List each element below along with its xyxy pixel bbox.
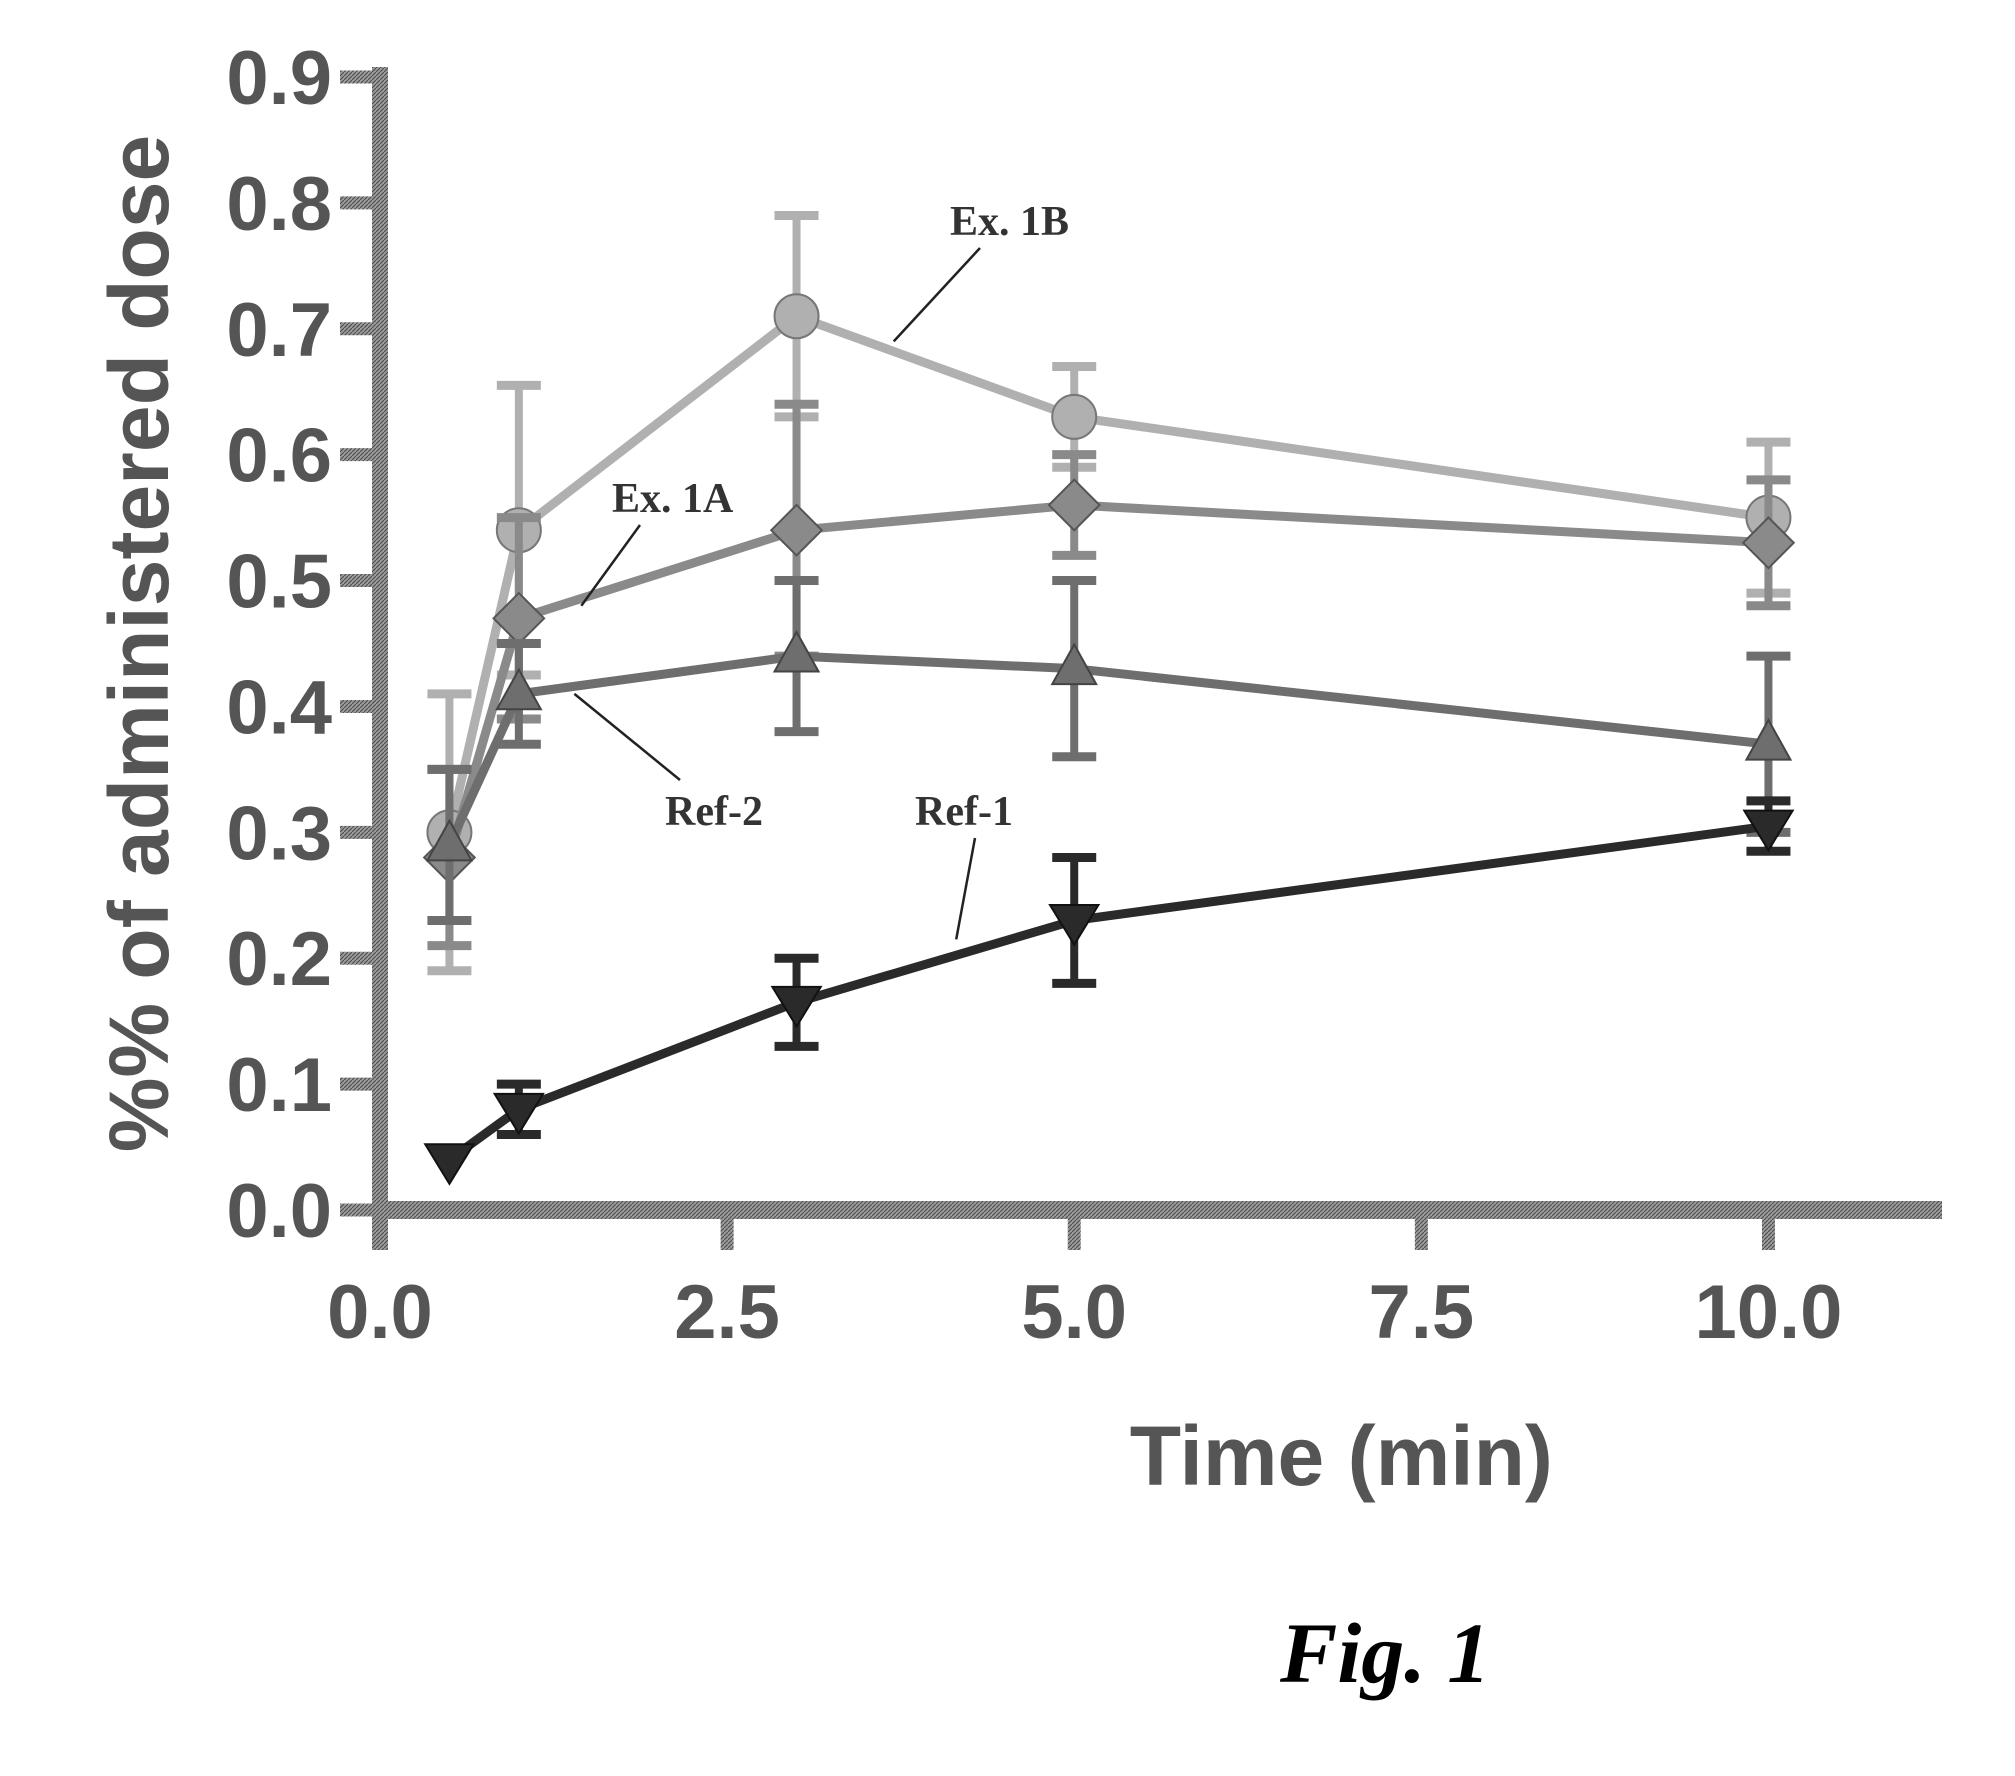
data-point <box>775 294 819 338</box>
series-label: Ex. 1A <box>612 476 734 522</box>
series-line <box>449 656 1768 845</box>
x-tick-label: 5.0 <box>1021 1270 1127 1355</box>
y-tick-label: 0.6 <box>226 414 332 499</box>
annotation-leader <box>956 838 975 939</box>
data-point <box>495 1094 543 1134</box>
y-tick-label: 0.5 <box>226 540 332 625</box>
data-point <box>425 1144 473 1184</box>
x-tick-label: 0.0 <box>327 1270 433 1355</box>
y-tick-label: 0.1 <box>226 1043 332 1128</box>
series-line <box>449 826 1768 1160</box>
y-tick-label: 0.9 <box>226 36 332 121</box>
annotation-leader <box>574 694 680 780</box>
data-point <box>1049 480 1100 531</box>
x-tick-label: 10.0 <box>1694 1270 1842 1355</box>
series-ref-1 <box>425 801 1792 1184</box>
line-chart: Ex. 1B Ex. 1A Ref-2 Ref-1 0.0 0.1 0.2 0.3 0.4 0.… <box>0 0 2015 1776</box>
y-tick-label: 0.0 <box>226 1169 332 1254</box>
y-axis-title: %% of administered dose <box>92 135 186 1153</box>
data-point <box>771 505 822 556</box>
y-tick-label: 0.2 <box>226 917 332 1002</box>
y-tick-label: 0.4 <box>226 665 332 750</box>
x-tick-label: 7.5 <box>1369 1270 1475 1355</box>
series-ex-1b <box>427 215 1790 970</box>
series-label: Ref-2 <box>665 789 763 835</box>
data-point <box>1052 395 1096 439</box>
y-tick-label: 0.7 <box>226 288 332 373</box>
series-label: Ex. 1B <box>950 199 1069 245</box>
series-label: Ref-1 <box>915 789 1013 835</box>
figure-caption: Fig. 1 <box>1279 1605 1490 1701</box>
series-ref-2 <box>427 581 1790 921</box>
x-axis-title: Time (min) <box>1130 1409 1553 1503</box>
y-tick-label: 0.8 <box>226 162 332 247</box>
x-tick-label: 2.5 <box>674 1270 780 1355</box>
annotation-layer: Ex. 1B Ex. 1A Ref-2 Ref-1 <box>574 199 1069 939</box>
series-layer <box>424 215 1794 1183</box>
annotation-leader <box>894 248 980 341</box>
series-line <box>449 505 1768 857</box>
y-tick-label: 0.3 <box>226 791 332 876</box>
